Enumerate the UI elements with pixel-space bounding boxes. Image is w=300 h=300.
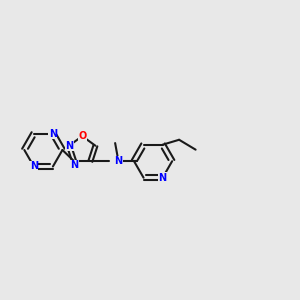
Text: N: N <box>70 160 78 170</box>
Text: N: N <box>158 173 167 183</box>
Text: O: O <box>78 131 86 141</box>
Text: N: N <box>114 156 122 166</box>
Text: N: N <box>65 141 73 151</box>
Text: N: N <box>49 128 57 139</box>
Text: N: N <box>30 161 38 172</box>
